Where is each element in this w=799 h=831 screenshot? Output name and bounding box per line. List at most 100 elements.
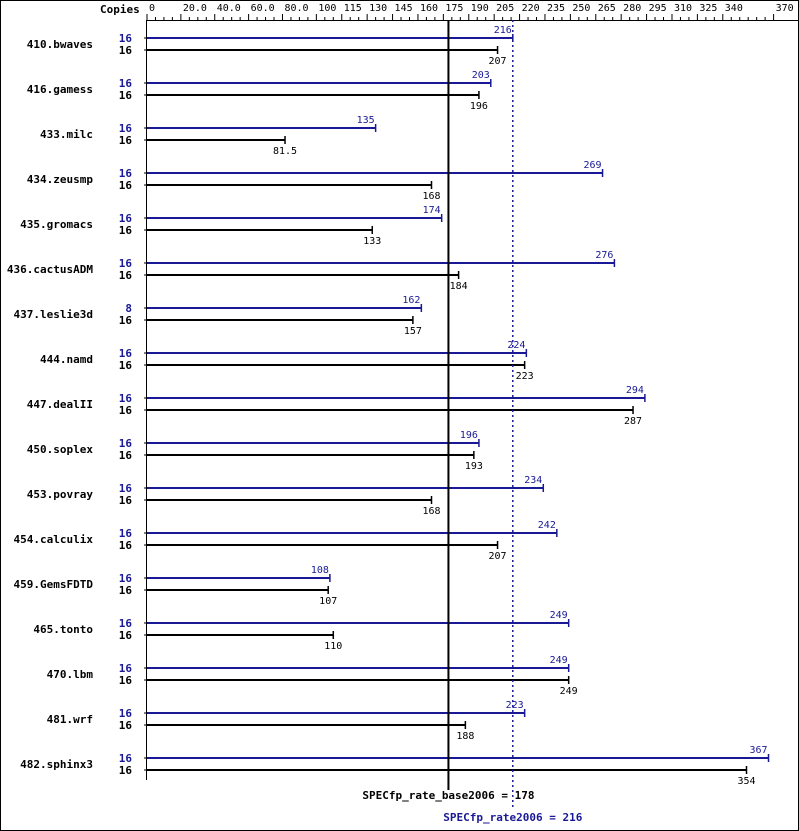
peak-value-label: 224: [507, 340, 525, 351]
peak-copies-label: 16: [119, 527, 133, 540]
benchmark-label: 454.calculix: [14, 533, 94, 546]
base-copies-label: 16: [119, 359, 133, 372]
base-copies-label: 16: [119, 224, 133, 237]
peak-copies-label: 8: [125, 302, 132, 315]
x-tick-label: 115: [344, 3, 362, 14]
x-tick-label: 190: [471, 3, 489, 14]
x-tick-label: 310: [674, 3, 692, 14]
base-copies-label: 16: [119, 629, 133, 642]
base-value-label: 188: [456, 731, 474, 742]
x-tick-label: 130: [369, 3, 387, 14]
benchmark-label: 434.zeusmp: [27, 173, 94, 186]
peak-copies-label: 16: [119, 257, 133, 270]
x-tick-label: 80.0: [284, 3, 308, 14]
peak-value-label: 135: [357, 115, 375, 126]
base-copies-label: 16: [119, 314, 133, 327]
peak-value-label: 269: [584, 160, 602, 171]
peak-value-label: 162: [402, 295, 420, 306]
peak-copies-label: 16: [119, 212, 133, 225]
base-copies-label: 16: [119, 269, 133, 282]
base-copies-label: 16: [119, 539, 133, 552]
peak-value-label: 242: [538, 520, 556, 531]
peak-value-label: 196: [460, 430, 478, 441]
benchmark-label: 482.sphinx3: [20, 758, 93, 771]
base-value-label: 207: [489, 56, 507, 67]
peak-copies-label: 16: [119, 122, 133, 135]
base-copies-label: 16: [119, 674, 133, 687]
base-summary-label: SPECfp_rate_base2006 = 178: [362, 789, 534, 802]
benchmark-label: 436.cactusADM: [7, 263, 93, 276]
peak-copies-label: 16: [119, 752, 133, 765]
base-value-label: 223: [516, 371, 534, 382]
benchmark-label: 444.namd: [40, 353, 93, 366]
peak-copies-label: 16: [119, 167, 133, 180]
peak-value-label: 249: [550, 655, 568, 666]
x-tick-label: 145: [395, 3, 413, 14]
x-tick-label: 250: [572, 3, 590, 14]
peak-summary-label: SPECfp_rate2006 = 216: [443, 811, 582, 824]
peak-copies-label: 16: [119, 662, 133, 675]
x-tick-label: 340: [725, 3, 743, 14]
base-copies-label: 16: [119, 719, 133, 732]
x-tick-label: 40.0: [217, 3, 241, 14]
x-tick-label: 265: [598, 3, 616, 14]
base-copies-label: 16: [119, 89, 133, 102]
peak-value-label: 216: [494, 25, 512, 36]
base-value-label: 249: [560, 686, 578, 697]
peak-copies-label: 16: [119, 347, 133, 360]
base-copies-label: 16: [119, 44, 133, 57]
benchmark-label: 465.tonto: [33, 623, 93, 636]
base-value-label: 110: [324, 641, 342, 652]
peak-copies-label: 16: [119, 437, 133, 450]
base-value-label: 184: [450, 281, 468, 292]
benchmark-label: 410.bwaves: [27, 38, 93, 51]
copies-header: Copies: [100, 3, 140, 16]
base-value-label: 196: [470, 101, 488, 112]
x-tick-label: 175: [445, 3, 463, 14]
x-tick-label: 280: [623, 3, 641, 14]
peak-copies-label: 16: [119, 707, 133, 720]
base-value-label: 354: [737, 776, 755, 787]
benchmark-label: 433.milc: [40, 128, 93, 141]
peak-copies-label: 16: [119, 482, 133, 495]
x-tick-label: 160: [420, 3, 438, 14]
base-copies-label: 16: [119, 134, 133, 147]
base-copies-label: 16: [119, 584, 133, 597]
peak-copies-label: 16: [119, 32, 133, 45]
base-value-label: 207: [489, 551, 507, 562]
benchmark-label: 416.gamess: [27, 83, 93, 96]
peak-value-label: 223: [506, 700, 524, 711]
x-tick-label: 60.0: [251, 3, 275, 14]
x-tick-label: 235: [547, 3, 565, 14]
peak-value-label: 174: [423, 205, 441, 216]
base-copies-label: 16: [119, 494, 133, 507]
benchmark-label: 435.gromacs: [20, 218, 93, 231]
base-copies-label: 16: [119, 449, 133, 462]
base-value-label: 133: [363, 236, 381, 247]
x-tick-label: 325: [699, 3, 717, 14]
peak-value-label: 367: [749, 745, 767, 756]
benchmark-label: 459.GemsFDTD: [14, 578, 94, 591]
base-copies-label: 16: [119, 179, 133, 192]
peak-value-label: 234: [524, 475, 542, 486]
benchmark-label: 447.dealII: [27, 398, 93, 411]
x-tick-label: 295: [649, 3, 667, 14]
peak-copies-label: 16: [119, 617, 133, 630]
x-tick-label: 370: [776, 3, 794, 14]
benchmark-label: 470.lbm: [47, 668, 94, 681]
base-value-label: 287: [624, 416, 642, 427]
peak-value-label: 294: [626, 385, 644, 396]
peak-value-label: 276: [595, 250, 613, 261]
base-value-label: 168: [422, 191, 440, 202]
x-tick-label: 100: [318, 3, 336, 14]
base-value-label: 107: [319, 596, 337, 607]
x-tick-label: 0: [149, 3, 155, 14]
peak-copies-label: 16: [119, 77, 133, 90]
base-value-label: 81.5: [273, 146, 297, 157]
peak-value-label: 108: [311, 565, 329, 576]
x-tick-label: 220: [522, 3, 540, 14]
peak-value-label: 203: [472, 70, 490, 81]
base-value-label: 168: [422, 506, 440, 517]
benchmark-label: 453.povray: [27, 488, 94, 501]
